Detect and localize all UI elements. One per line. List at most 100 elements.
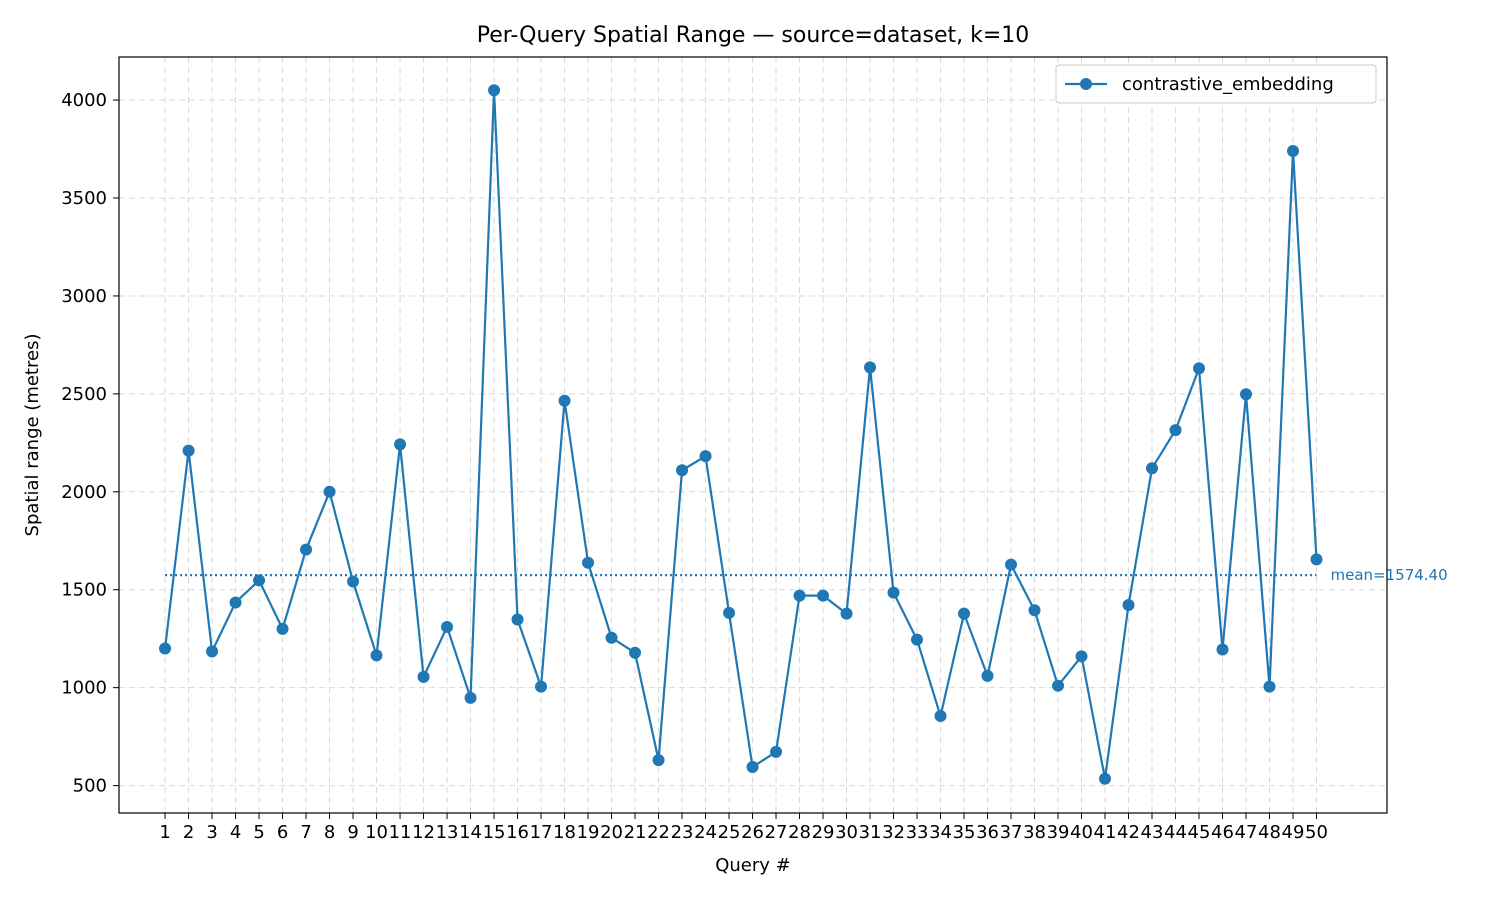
- data-point: [887, 586, 900, 599]
- chart-title: Per-Query Spatial Range — source=dataset…: [477, 23, 1030, 48]
- legend: contrastive_embedding: [1055, 64, 1377, 104]
- data-point: [511, 613, 524, 626]
- y-tick-label: 4000: [61, 90, 107, 111]
- data-point: [746, 760, 759, 773]
- x-tick-label: 18: [553, 822, 576, 843]
- data-point: [488, 84, 501, 97]
- data-point: [840, 607, 853, 620]
- data-point: [629, 646, 642, 659]
- data-point: [276, 622, 289, 635]
- data-point: [347, 575, 360, 588]
- data-point: [1122, 599, 1135, 612]
- data-point: [1263, 680, 1276, 693]
- data-point: [770, 745, 783, 758]
- data-point: [206, 645, 219, 658]
- y-axis-title: Spatial range (metres): [22, 334, 43, 537]
- x-tick-label: 32: [882, 822, 905, 843]
- x-tick-label: 17: [530, 822, 553, 843]
- x-tick-label: 25: [718, 822, 741, 843]
- x-tick-label: 22: [647, 822, 670, 843]
- data-point: [1193, 362, 1206, 375]
- x-tick-label: 36: [976, 822, 999, 843]
- y-tick-label: 3500: [61, 188, 107, 209]
- x-tick-label: 27: [765, 822, 788, 843]
- x-tick-label: 12: [412, 822, 435, 843]
- data-point: [441, 620, 454, 633]
- y-tick-label: 500: [73, 776, 107, 797]
- x-tick-label: 20: [600, 822, 623, 843]
- data-point: [723, 606, 736, 619]
- x-tick-label: 43: [1141, 822, 1164, 843]
- tick-layer: 1 2 3 4 5 6 7 8 9 10 11 12 13 14 15 16 17 18 19 20 21 22 23 24 2…: [61, 90, 1328, 843]
- x-tick-label: 2: [183, 822, 194, 843]
- y-tick-label: 2000: [61, 482, 107, 503]
- x-tick-label: 33: [906, 822, 929, 843]
- data-point: [1075, 650, 1088, 663]
- x-tick-label: 40: [1070, 822, 1093, 843]
- x-tick-label: 31: [859, 822, 882, 843]
- x-tick-label: 45: [1188, 822, 1211, 843]
- x-tick-label: 21: [624, 822, 647, 843]
- data-point: [1216, 643, 1229, 656]
- data-point: [652, 754, 665, 767]
- data-point: [229, 596, 242, 609]
- x-tick-label: 48: [1258, 822, 1281, 843]
- x-tick-label: 14: [459, 822, 482, 843]
- data-point: [911, 633, 924, 646]
- x-tick-label: 42: [1117, 822, 1140, 843]
- data-point: [676, 464, 689, 477]
- data-point: [793, 589, 806, 602]
- x-tick-label: 29: [812, 822, 835, 843]
- x-tick-label: 37: [1000, 822, 1023, 843]
- data-point: [535, 680, 548, 693]
- x-tick-label: 9: [347, 822, 358, 843]
- data-point: [817, 589, 830, 602]
- x-tick-label: 23: [671, 822, 694, 843]
- data-point: [1005, 558, 1018, 571]
- legend-box: [1055, 64, 1377, 104]
- x-tick-label: 24: [694, 822, 717, 843]
- x-tick-label: 15: [483, 822, 506, 843]
- x-tick-label: 46: [1211, 822, 1234, 843]
- data-point: [159, 642, 172, 655]
- data-point: [394, 438, 407, 451]
- data-point: [182, 444, 195, 457]
- data-point: [958, 607, 971, 620]
- data-point: [253, 574, 266, 587]
- data-point: [1287, 145, 1300, 158]
- x-tick-label: 3: [206, 822, 217, 843]
- data-point: [300, 543, 313, 556]
- x-tick-label: 1: [159, 822, 170, 843]
- x-tick-label: 7: [300, 822, 311, 843]
- x-tick-label: 6: [277, 822, 288, 843]
- series-layer: [159, 84, 1323, 785]
- y-tick-label: 1500: [61, 580, 107, 601]
- x-tick-label: 28: [788, 822, 811, 843]
- x-tick-label: 38: [1023, 822, 1046, 843]
- data-point: [1240, 388, 1253, 401]
- x-tick-label: 34: [929, 822, 952, 843]
- data-point: [981, 669, 994, 682]
- data-point: [699, 450, 712, 463]
- data-point: [1310, 553, 1323, 566]
- x-axis-title: Query #: [715, 855, 791, 876]
- data-point: [605, 631, 618, 644]
- x-tick-label: 41: [1094, 822, 1117, 843]
- y-tick-label: 1000: [61, 678, 107, 699]
- x-tick-label: 16: [506, 822, 529, 843]
- x-tick-label: 5: [253, 822, 264, 843]
- x-tick-label: 19: [577, 822, 600, 843]
- data-point: [323, 485, 336, 498]
- x-tick-label: 35: [953, 822, 976, 843]
- data-point: [582, 556, 595, 569]
- data-point: [1028, 604, 1041, 617]
- x-tick-label: 39: [1047, 822, 1070, 843]
- x-tick-label: 44: [1164, 822, 1187, 843]
- legend-label: contrastive_embedding: [1122, 74, 1334, 95]
- y-tick-label: 2500: [61, 384, 107, 405]
- x-tick-label: 50: [1305, 822, 1328, 843]
- y-tick-label: 3000: [61, 286, 107, 307]
- data-point: [558, 394, 571, 407]
- mean-layer: mean=1574.40: [165, 566, 1448, 584]
